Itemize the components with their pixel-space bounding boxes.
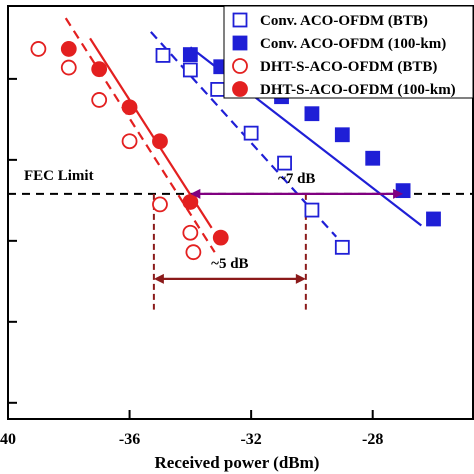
series-4-point	[182, 194, 199, 210]
legend-marker-4	[232, 81, 248, 97]
series-3-point	[121, 133, 138, 150]
axis-ticks: 40 -36 -32 -28	[0, 77, 383, 448]
fec-limit-label: FEC Limit	[24, 168, 94, 184]
legend-box	[223, 5, 474, 99]
legend: Conv. ACO-OFDM (BTB) Conv. ACO-OFDM (100-…	[223, 5, 474, 99]
legend-marker-2	[232, 35, 248, 51]
series-4-point	[121, 99, 138, 116]
legend-entries: Conv. ACO-OFDM (BTB) Conv. ACO-OFDM (100-…	[232, 12, 456, 98]
legend-label-4: DHT-S-ACO-OFDM (100-km)	[260, 82, 456, 98]
series-3-point	[152, 196, 168, 213]
series-3-point	[91, 92, 108, 108]
series-3-point	[30, 41, 47, 57]
legend-label-3: DHT-S-ACO-OFDM (BTB)	[260, 59, 437, 75]
series-1-point	[304, 202, 320, 218]
x-axis-label: Received power (dBm)	[155, 453, 320, 472]
series-4-point	[60, 41, 77, 57]
series-2-point	[182, 47, 198, 62]
series-3-point	[185, 244, 202, 261]
series-2-point	[365, 150, 381, 166]
series-1-point	[210, 82, 226, 97]
series-4-point	[91, 61, 108, 78]
series-1-fit-line	[150, 31, 338, 238]
series-1-point	[277, 155, 292, 171]
annotation-1-arrow-left	[190, 188, 201, 199]
series-1-point	[243, 125, 259, 141]
legend-marker-1	[232, 12, 248, 28]
series-2-point	[304, 106, 320, 122]
series-4-point	[212, 229, 229, 246]
annotation-2-label: ~5 dB	[211, 256, 248, 272]
series-3-point	[182, 224, 199, 241]
annotation-1-arrow-right	[393, 188, 404, 199]
x-tick-label: -28	[362, 431, 383, 448]
series-2-point	[334, 127, 350, 143]
series-4-point	[152, 133, 168, 150]
x-tick-label: 40	[0, 431, 16, 448]
series-3-point	[60, 59, 77, 76]
series-3-fit-line	[64, 17, 216, 253]
series-1-point	[182, 62, 198, 78]
annotation-2-arrow-right	[295, 273, 306, 284]
annotation-1-label: ~7 dB	[278, 171, 315, 187]
legend-label-1: Conv. ACO-OFDM (BTB)	[260, 13, 428, 29]
series-1-point	[334, 239, 350, 255]
series-1-point	[155, 47, 171, 63]
x-tick-label: -32	[240, 431, 261, 448]
legend-marker-3	[232, 58, 248, 74]
legend-label-2: Conv. ACO-OFDM (100-km)	[260, 36, 446, 52]
x-tick-label: -36	[119, 431, 140, 448]
series-2-point	[426, 211, 441, 227]
annotation-2-arrow-left	[153, 273, 164, 284]
